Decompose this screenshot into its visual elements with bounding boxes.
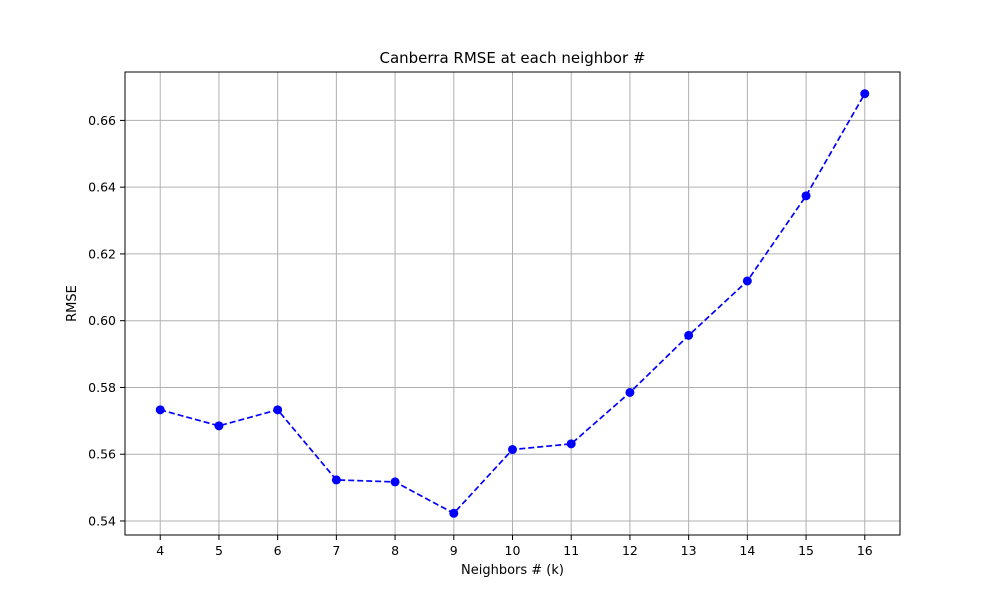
y-tick-label: 0.66 <box>88 113 116 128</box>
chart-title: Canberra RMSE at each neighbor # <box>379 49 645 67</box>
y-tick-label: 0.54 <box>88 513 116 528</box>
data-point <box>566 439 576 449</box>
x-tick-label: 8 <box>391 543 399 558</box>
data-point <box>508 445 517 455</box>
x-tick-label: 12 <box>622 543 638 558</box>
x-tick-label: 15 <box>798 543 814 558</box>
x-tick-label: 7 <box>332 543 340 558</box>
data-point <box>390 477 400 487</box>
y-tick-label: 0.56 <box>88 447 116 462</box>
data-point <box>155 405 165 415</box>
x-tick-label: 14 <box>739 543 755 558</box>
y-tick-label: 0.62 <box>88 246 116 261</box>
y-tick-label: 0.58 <box>88 380 116 395</box>
x-tick-label: 6 <box>274 543 282 558</box>
data-point <box>860 89 870 99</box>
x-tick-label: 16 <box>857 543 873 558</box>
x-tick-label: 13 <box>681 543 697 558</box>
data-point <box>801 191 811 201</box>
data-point <box>214 421 224 431</box>
y-axis-label: RMSE <box>65 285 80 322</box>
data-point <box>684 330 694 340</box>
data-series <box>155 89 870 518</box>
x-tick-label: 4 <box>156 543 164 558</box>
y-tick-label: 0.64 <box>88 180 116 195</box>
x-tick-label: 10 <box>505 543 521 558</box>
x-tick-label: 11 <box>563 543 579 558</box>
data-point <box>449 508 459 518</box>
plot-frame <box>124 71 901 536</box>
x-axis-label: Neighbors # (k) <box>461 563 564 578</box>
grid-lines <box>125 72 900 535</box>
data-point <box>273 405 283 415</box>
x-tick-label: 5 <box>215 543 223 558</box>
data-point <box>625 387 635 397</box>
data-point <box>742 276 752 286</box>
data-point <box>331 475 341 485</box>
axis-ticks: 4 5 6 7 8 9 10 11 12 13 14 15 16 0.54 0.56 0.58 0.60 0.62… <box>88 113 873 558</box>
y-tick-label: 0.60 <box>88 313 116 328</box>
x-tick-label: 9 <box>450 543 458 558</box>
